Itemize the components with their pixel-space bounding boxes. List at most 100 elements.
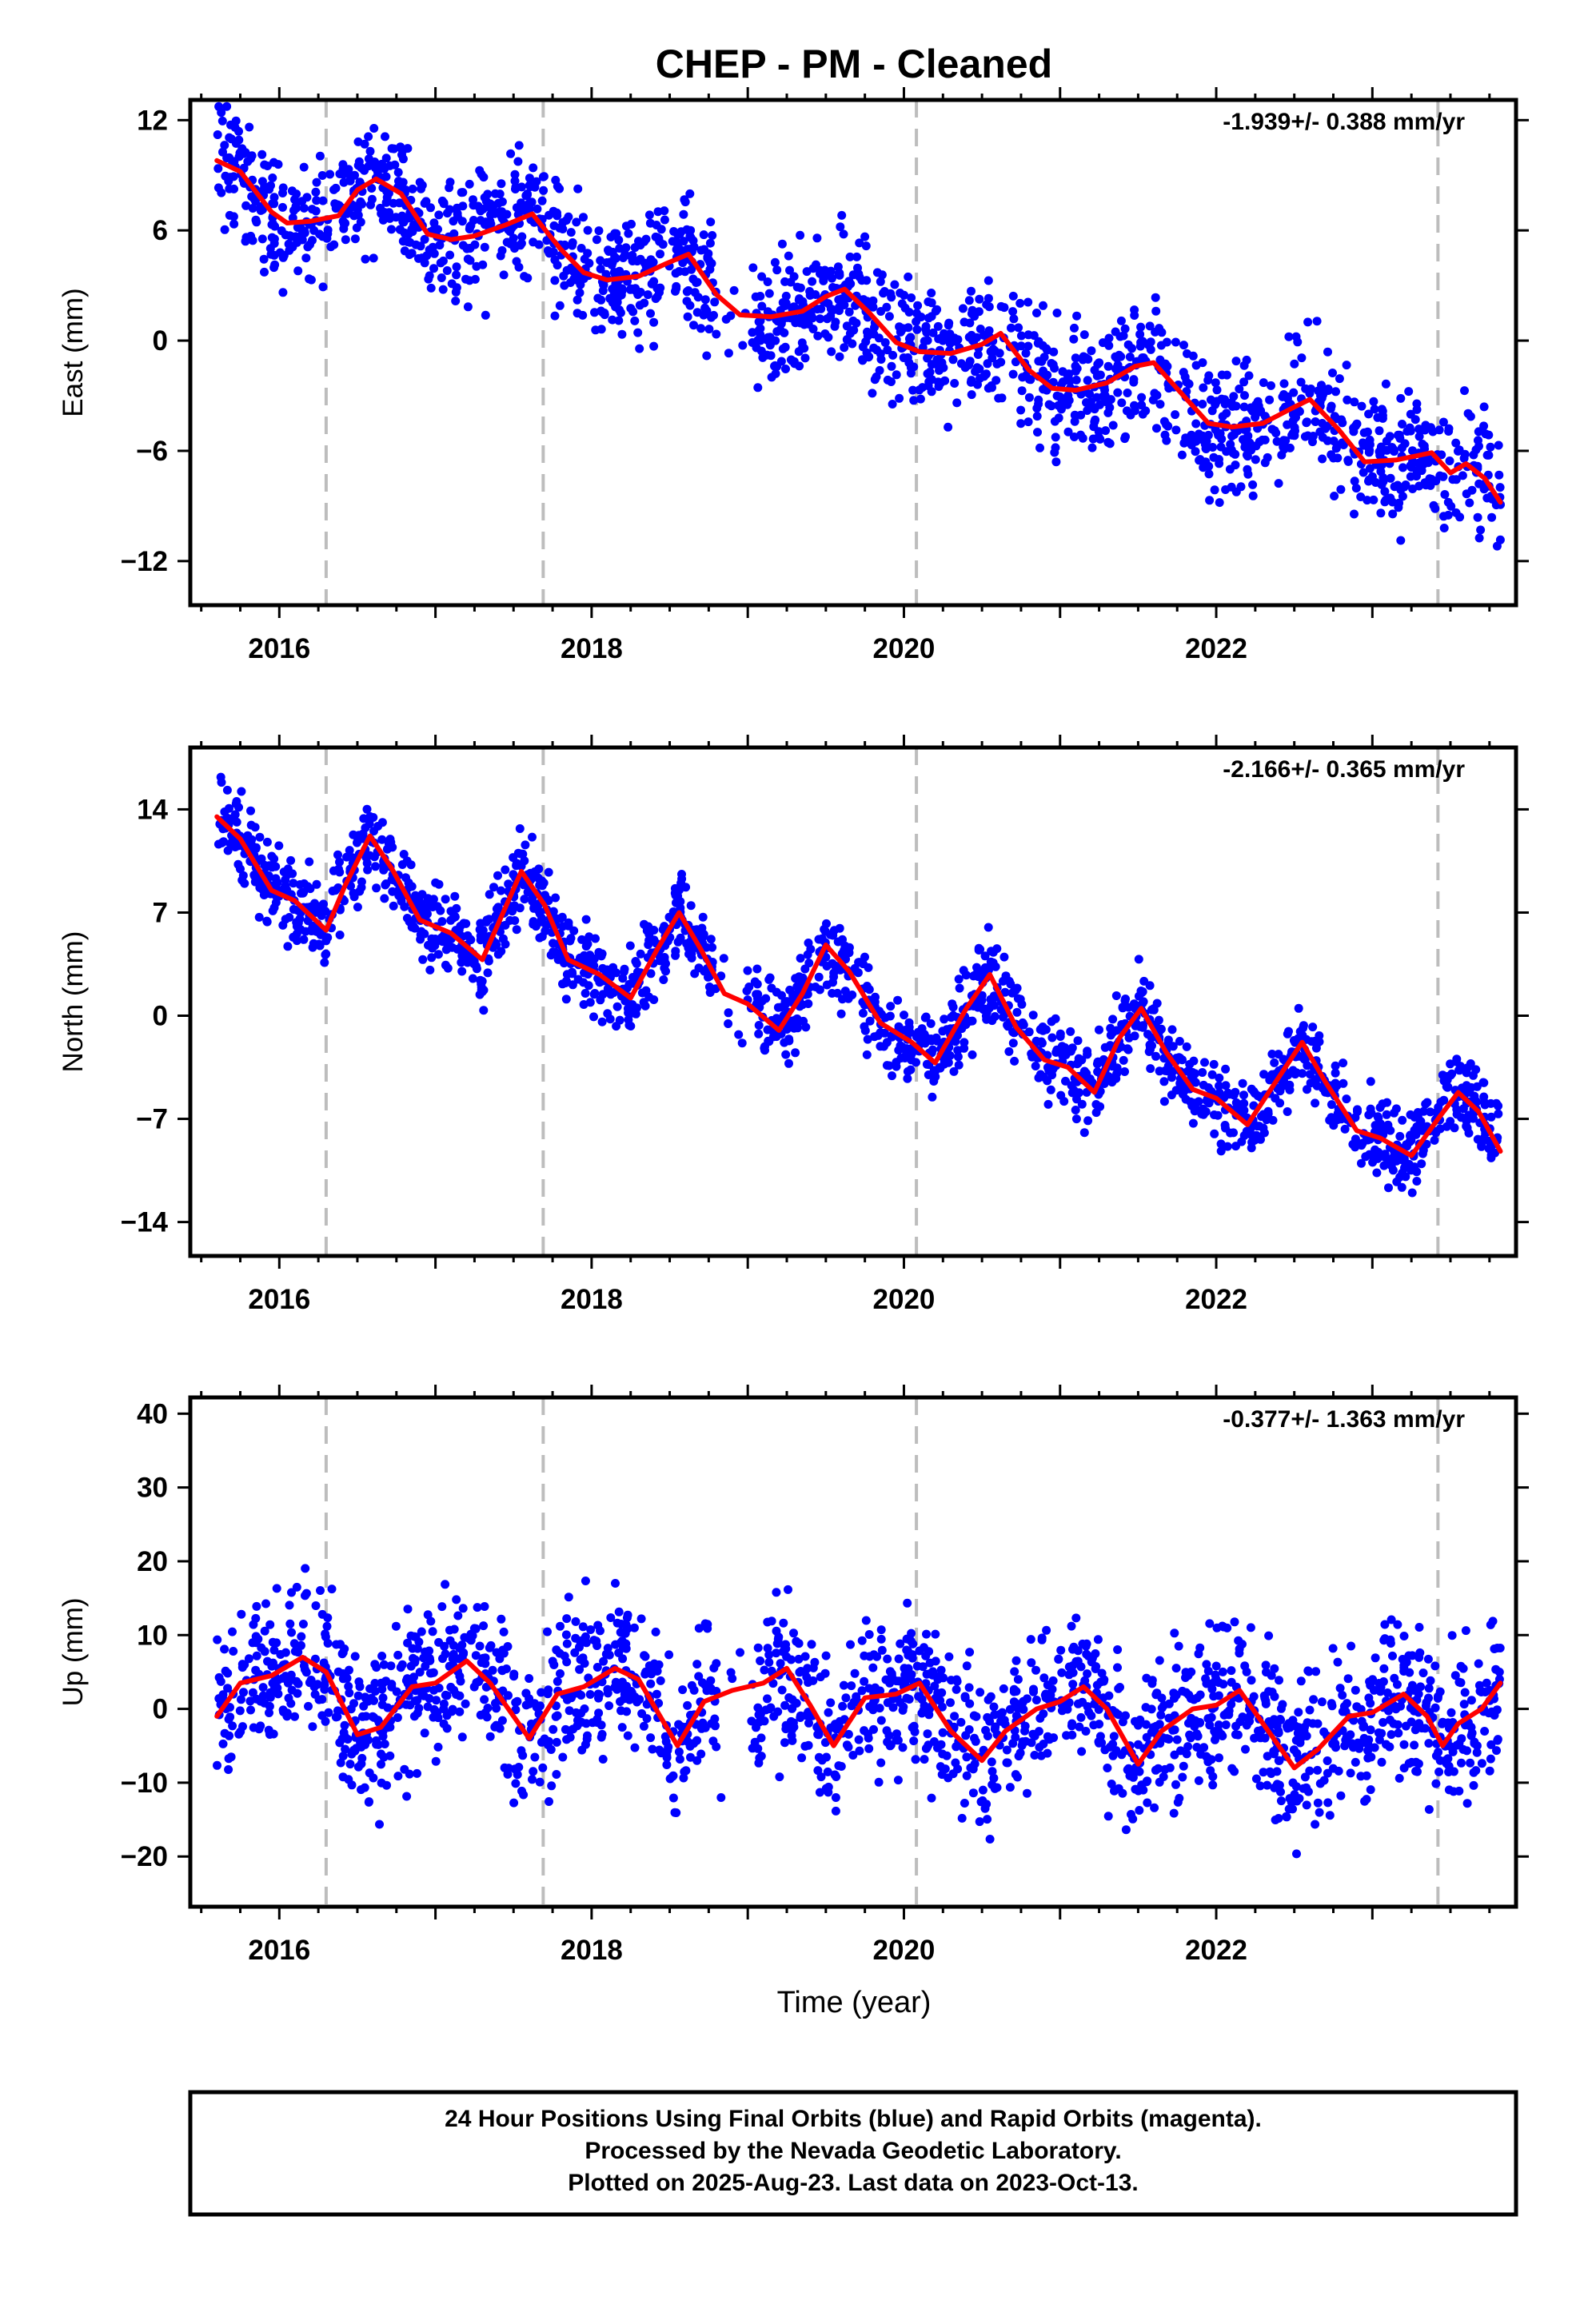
data-point bbox=[1341, 1125, 1350, 1134]
data-point bbox=[709, 311, 718, 320]
data-point bbox=[1137, 393, 1146, 402]
data-point bbox=[445, 251, 454, 260]
data-point bbox=[1120, 1067, 1129, 1076]
data-point bbox=[1396, 394, 1405, 403]
data-point bbox=[1369, 397, 1378, 406]
data-point bbox=[615, 244, 624, 253]
data-point bbox=[500, 270, 509, 279]
data-point bbox=[1023, 298, 1032, 307]
data-point bbox=[782, 292, 791, 301]
data-point bbox=[981, 1804, 990, 1813]
data-point bbox=[225, 173, 234, 181]
data-point bbox=[682, 939, 691, 948]
data-point bbox=[1462, 1626, 1470, 1635]
data-point bbox=[1218, 371, 1227, 380]
data-point bbox=[1155, 1656, 1164, 1665]
data-point bbox=[453, 204, 461, 213]
data-point bbox=[1010, 1667, 1019, 1676]
data-point bbox=[1212, 397, 1221, 405]
data-point bbox=[1424, 1655, 1433, 1664]
data-point bbox=[1073, 365, 1082, 373]
data-point bbox=[720, 954, 728, 963]
data-point bbox=[748, 263, 757, 272]
data-point bbox=[307, 276, 316, 285]
data-point bbox=[612, 1678, 620, 1687]
data-point bbox=[863, 1050, 872, 1059]
data-point bbox=[1104, 362, 1113, 371]
data-point bbox=[1290, 360, 1299, 369]
data-point bbox=[341, 235, 350, 244]
data-point bbox=[659, 975, 668, 984]
data-point bbox=[308, 236, 317, 245]
data-point bbox=[784, 1585, 792, 1594]
data-point bbox=[1247, 1138, 1256, 1146]
data-point bbox=[752, 990, 760, 999]
data-point bbox=[484, 1704, 493, 1712]
data-point bbox=[1494, 471, 1503, 480]
data-point bbox=[1303, 317, 1312, 326]
data-point bbox=[624, 1004, 632, 1013]
data-point bbox=[417, 927, 425, 936]
data-point bbox=[921, 325, 930, 333]
data-point bbox=[1479, 1093, 1488, 1102]
data-point bbox=[964, 361, 973, 369]
data-point bbox=[1367, 1725, 1375, 1734]
data-point bbox=[950, 1712, 959, 1720]
data-point bbox=[988, 1767, 997, 1776]
x-tick-label: 2018 bbox=[561, 633, 623, 664]
data-point bbox=[780, 1738, 789, 1747]
data-point bbox=[980, 372, 988, 381]
data-point bbox=[1336, 1684, 1345, 1692]
data-point bbox=[389, 145, 398, 153]
data-point bbox=[1155, 1778, 1164, 1787]
data-point bbox=[392, 1622, 401, 1631]
data-point bbox=[811, 290, 820, 299]
data-point bbox=[1179, 368, 1188, 377]
data-point bbox=[862, 1616, 871, 1625]
data-point bbox=[801, 1022, 810, 1031]
data-point bbox=[258, 234, 267, 243]
data-point bbox=[217, 108, 225, 117]
data-point bbox=[1221, 1121, 1230, 1130]
data-point bbox=[1115, 351, 1124, 360]
data-point bbox=[1130, 311, 1139, 320]
data-point bbox=[213, 164, 222, 173]
y-tick-label: −14 bbox=[121, 1207, 169, 1238]
data-point bbox=[1478, 1135, 1486, 1144]
data-point bbox=[619, 253, 628, 262]
data-point bbox=[269, 199, 278, 208]
data-point bbox=[985, 1003, 994, 1012]
data-point bbox=[576, 954, 585, 963]
data-point bbox=[539, 173, 548, 181]
data-point bbox=[221, 225, 229, 234]
data-point bbox=[635, 345, 644, 353]
data-point bbox=[864, 963, 873, 972]
data-point bbox=[1333, 1115, 1342, 1124]
data-point bbox=[1259, 378, 1268, 387]
data-point bbox=[1031, 1062, 1040, 1070]
data-point bbox=[999, 1013, 1007, 1022]
data-point bbox=[1344, 1674, 1353, 1683]
data-point bbox=[1363, 1754, 1372, 1763]
data-point bbox=[598, 1018, 607, 1026]
data-point bbox=[1350, 510, 1359, 519]
data-point bbox=[928, 1093, 936, 1102]
data-point bbox=[1208, 443, 1217, 452]
data-point bbox=[220, 141, 229, 149]
data-point bbox=[1431, 1780, 1440, 1788]
data-point bbox=[599, 286, 608, 295]
data-point bbox=[1443, 1082, 1452, 1091]
data-point bbox=[552, 1645, 561, 1654]
data-point bbox=[561, 1652, 569, 1660]
data-point bbox=[923, 1744, 932, 1752]
data-point bbox=[1461, 1688, 1470, 1697]
data-point bbox=[864, 353, 873, 361]
data-point bbox=[545, 211, 553, 220]
data-point bbox=[837, 1010, 846, 1018]
data-point bbox=[836, 924, 844, 933]
data-point bbox=[999, 1684, 1008, 1693]
data-point bbox=[1027, 1658, 1035, 1667]
data-point bbox=[1229, 392, 1238, 401]
data-point bbox=[761, 995, 770, 1003]
data-point bbox=[1297, 353, 1306, 362]
